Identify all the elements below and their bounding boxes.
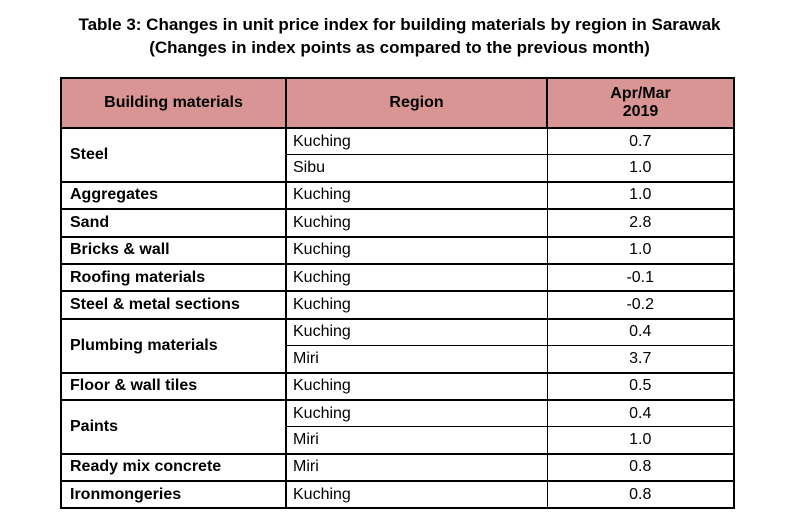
material-cell: Paints [60, 398, 287, 455]
material-cell: Sand [60, 208, 287, 238]
material-cell: Floor & wall tiles [60, 371, 287, 401]
table-subtitle: (Changes in index points as compared to … [149, 38, 650, 57]
table-row: Steel & metal sections Kuching -0.2 [60, 290, 735, 320]
region-cell: Kuching [285, 290, 548, 320]
value-cell: 0.4 [546, 317, 735, 347]
region-cell: Kuching [285, 235, 548, 265]
table-row: Miri 1.0 [61, 426, 735, 455]
value-cell: 1.0 [546, 180, 735, 210]
table-row: Bricks & wall Kuching 1.0 [60, 235, 735, 265]
table-row: Ironmongeries Kuching 0.8 [60, 480, 735, 510]
header-building-materials: Building materials [60, 77, 287, 129]
header-row: Building materials Region Apr/Mar 2019 [60, 77, 735, 129]
region-cell: Sibu [285, 154, 548, 183]
region-cell: Kuching [285, 371, 548, 401]
region-cell: Kuching [285, 317, 548, 347]
value-cell: 0.5 [546, 371, 735, 401]
table-row: Sibu 1.0 [61, 154, 735, 183]
value-cell: 0.8 [546, 480, 735, 510]
header-region: Region [285, 77, 548, 129]
region-cell: Miri [285, 426, 548, 455]
table-row: Paints Kuching 0.4 [60, 398, 735, 455]
material-cell: Bricks & wall [60, 235, 287, 265]
region-cell: Kuching [285, 398, 548, 428]
value-cell: 3.7 [546, 345, 735, 374]
table-row: Ready mix concrete Miri 0.8 [60, 452, 735, 482]
material-cell: Steel [60, 127, 287, 183]
table-row: Sand Kuching 2.8 [60, 208, 735, 238]
material-cell: Steel & metal sections [60, 290, 287, 320]
value-cell: 0.4 [546, 398, 735, 428]
price-index-table: Building materials Region Apr/Mar 2019 St… [60, 77, 735, 510]
table-row: Plumbing materials Kuching 0.4 [60, 317, 735, 374]
header-period-month: Apr/Mar [610, 85, 671, 102]
value-cell: 2.8 [546, 208, 735, 238]
header-period-year: 2019 [622, 103, 659, 120]
table-row: Floor & wall tiles Kuching 0.5 [60, 371, 735, 401]
table-body: Steel Kuching 0.7 Sibu 1.0 Aggregates Kuching 1… [60, 127, 735, 510]
region-cell: Kuching [285, 480, 548, 510]
value-cell: 0.7 [546, 127, 735, 156]
material-cell: Ironmongeries [60, 480, 287, 510]
region-cell: Kuching [285, 180, 548, 210]
header-period: Apr/Mar 2019 [546, 77, 735, 129]
table-title: Table 3: Changes in unit price index for… [78, 15, 721, 34]
value-cell: 1.0 [546, 426, 735, 455]
material-cell: Aggregates [60, 180, 287, 210]
value-cell: 1.0 [546, 154, 735, 183]
value-cell: -0.2 [546, 290, 735, 320]
region-cell: Miri [285, 452, 548, 482]
region-cell: Kuching [285, 127, 548, 156]
material-cell: Roofing materials [60, 262, 287, 292]
table-row: Aggregates Kuching 1.0 [60, 180, 735, 210]
region-cell: Kuching [285, 208, 548, 238]
table-row: Roofing materials Kuching -0.1 [60, 262, 735, 292]
material-cell: Plumbing materials [60, 317, 287, 374]
table-row: Steel Kuching 0.7 [60, 127, 735, 183]
region-cell: Miri [285, 345, 548, 374]
region-cell: Kuching [285, 262, 548, 292]
value-cell: 0.8 [546, 452, 735, 482]
value-cell: -0.1 [546, 262, 735, 292]
material-cell: Ready mix concrete [60, 452, 287, 482]
value-cell: 1.0 [546, 235, 735, 265]
